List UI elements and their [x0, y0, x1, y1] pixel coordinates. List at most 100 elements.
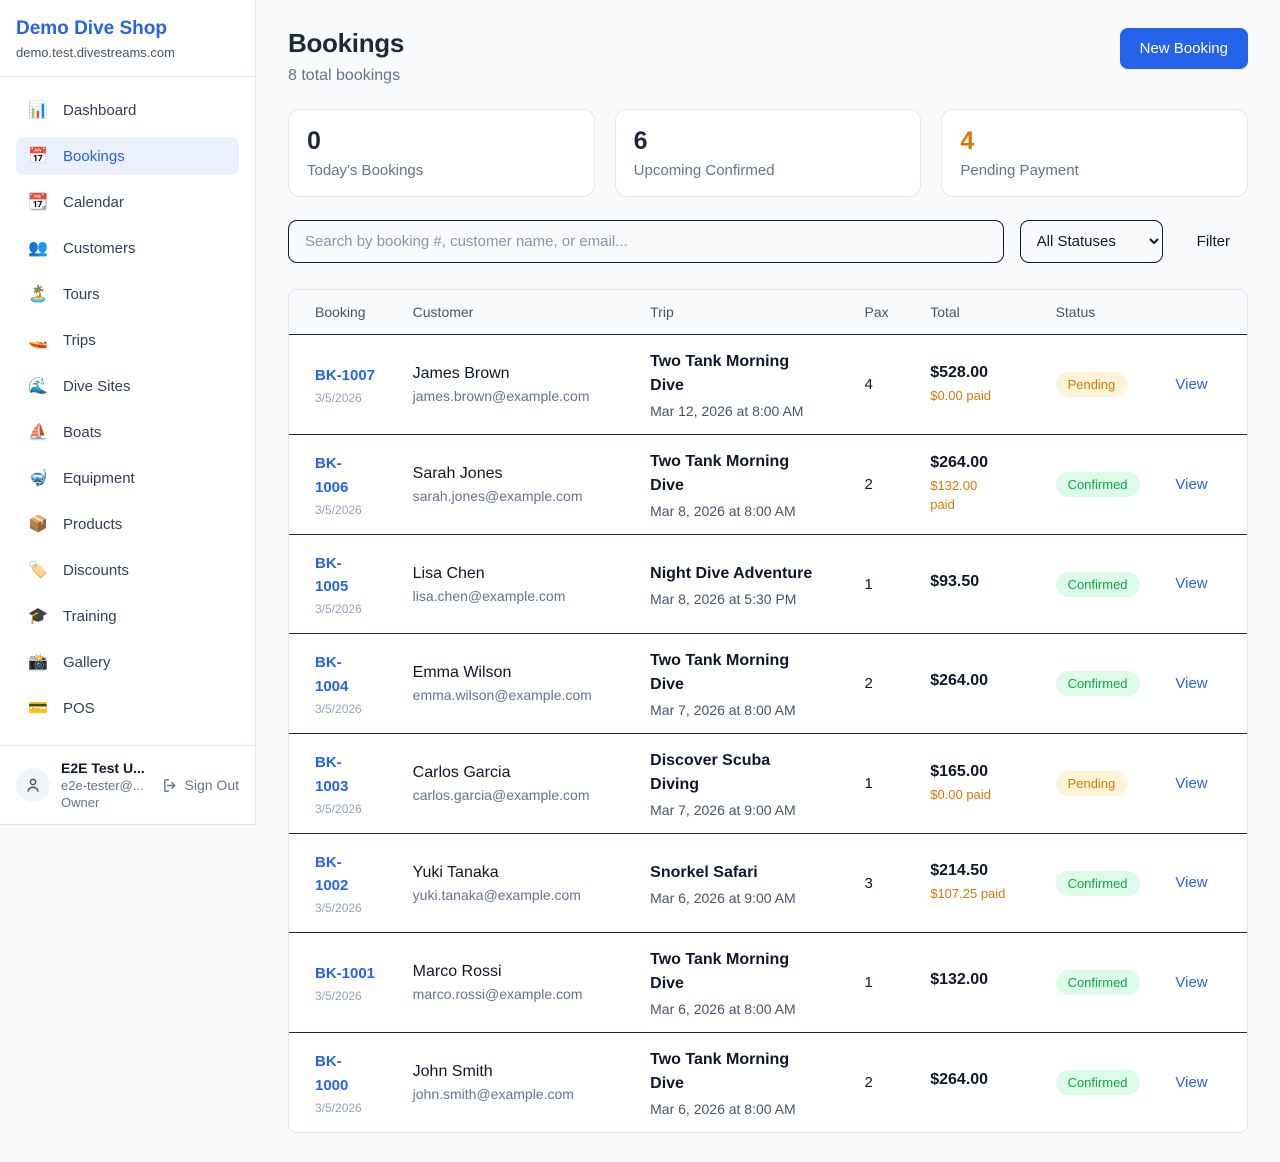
customer-email: sarah.jones@example.com: [412, 488, 583, 504]
column-header-customer: Customer: [400, 290, 639, 335]
booking-id-link[interactable]: BK-1001: [315, 964, 376, 982]
stat-value: 6: [633, 127, 648, 155]
pax-value: 1: [852, 733, 919, 834]
sidebar-item-bookings[interactable]: 📅 Bookings: [16, 137, 239, 175]
booking-id-link[interactable]: BK-1007: [315, 366, 376, 384]
booking-id-link[interactable]: BK- 1000: [315, 1053, 349, 1094]
filter-button[interactable]: Filter: [1179, 233, 1248, 250]
sidebar-item-tours[interactable]: 🏝️ Tours: [16, 275, 239, 313]
trip-datetime: Mar 8, 2026 at 5:30 PM: [650, 590, 797, 607]
trip-datetime: Mar 7, 2026 at 9:00 AM: [650, 802, 796, 818]
booking-id-link[interactable]: BK- 1002: [315, 853, 349, 894]
trip-datetime: Mar 6, 2026 at 8:00 AM: [650, 1101, 796, 1117]
column-header-trip: Trip: [638, 290, 853, 335]
logout-icon: [163, 778, 175, 792]
status-badge: Confirmed: [1055, 671, 1140, 696]
trip-name: Snorkel Safari: [650, 863, 758, 881]
sidebar-item-label: Equipment: [63, 469, 135, 487]
sidebar-item-calendar[interactable]: 📆 Calendar: [16, 183, 239, 221]
sidebar-item-pos[interactable]: 💳 POS: [16, 689, 239, 727]
status-select[interactable]: All Statuses: [1019, 220, 1163, 263]
total-amount: $264.00: [930, 454, 989, 472]
pax-value: 2: [852, 434, 919, 535]
customer-name: John Smith: [412, 1063, 493, 1080]
column-header-status: Status: [1043, 290, 1164, 335]
table-row: BK-1001 3/5/2026 Marco Rossi marco.rossi@e…: [289, 932, 1247, 1033]
trip-name: Discover Scuba Diving: [650, 752, 771, 793]
booking-date: 3/5/2026: [315, 901, 362, 916]
stat-card-todays-bookings: 0 Today's Bookings: [288, 109, 595, 197]
stat-label: Pending Payment: [960, 162, 1079, 179]
sidebar-item-label: Boats: [63, 423, 102, 441]
customer-email: emma.wilson@example.com: [412, 687, 592, 703]
booking-date: 3/5/2026: [315, 502, 362, 517]
trip-datetime: Mar 7, 2026 at 8:00 AM: [650, 702, 796, 718]
paid-amount: $0.00 paid: [930, 786, 991, 802]
view-link[interactable]: View: [1175, 1073, 1208, 1091]
table-row: BK- 1004 3/5/2026 Emma Wilson emma.wilson@…: [289, 633, 1247, 734]
user-name: E2E Test U...: [61, 760, 145, 776]
status-badge: Confirmed: [1055, 472, 1140, 497]
table-header-row: Booking Customer Trip Pax Total Status: [289, 290, 1247, 335]
status-badge: Pending: [1055, 372, 1128, 397]
camera-icon: 📸: [28, 654, 48, 671]
sidebar-item-boats[interactable]: ⛵ Boats: [16, 413, 239, 451]
user-footer: E2E Test U... e2e-tester@... Owner Sign …: [0, 745, 255, 824]
trip-name: Two Tank Morning Dive: [650, 951, 790, 992]
trip-name: Two Tank Morning Dive: [650, 353, 790, 394]
island-icon: 🏝️: [28, 286, 48, 303]
new-booking-button[interactable]: New Booking: [1119, 28, 1248, 69]
booking-id-link[interactable]: BK- 1006: [315, 455, 349, 496]
booking-date: 3/5/2026: [315, 701, 362, 716]
user-email: e2e-tester@...: [61, 778, 144, 793]
customer-name: Lisa Chen: [412, 564, 485, 582]
view-link[interactable]: View: [1175, 973, 1208, 991]
stat-value: 4: [960, 127, 975, 155]
view-link[interactable]: View: [1175, 575, 1208, 592]
sidebar-item-gallery[interactable]: 📸 Gallery: [16, 643, 239, 681]
total-amount: $214.50: [930, 862, 989, 880]
sidebar-item-equipment[interactable]: 🤿 Equipment: [16, 459, 239, 497]
trip-datetime: Mar 6, 2026 at 8:00 AM: [650, 1001, 796, 1017]
booking-id-link[interactable]: BK- 1004: [315, 654, 349, 695]
credit-card-icon: 💳: [28, 700, 48, 717]
trip-datetime: Mar 6, 2026 at 9:00 AM: [650, 889, 796, 906]
view-link[interactable]: View: [1175, 774, 1208, 792]
total-amount: $132.00: [930, 971, 989, 988]
sidebar-item-trips[interactable]: 🚤 Trips: [16, 321, 239, 359]
trip-datetime: Mar 12, 2026 at 8:00 AM: [650, 403, 804, 419]
trip-datetime: Mar 8, 2026 at 8:00 AM: [650, 503, 796, 519]
bookings-table-card: Booking Customer Trip Pax Total Status B…: [288, 289, 1248, 1133]
column-header-booking: Booking: [289, 290, 401, 335]
sidebar-item-dive-sites[interactable]: 🌊 Dive Sites: [16, 367, 239, 405]
customer-email: lisa.chen@example.com: [412, 587, 566, 604]
main-content: Bookings 8 total bookings New Booking 0 …: [256, 0, 1280, 1161]
view-link[interactable]: View: [1175, 475, 1208, 493]
search-input[interactable]: [288, 220, 1004, 263]
customer-email: john.smith@example.com: [412, 1086, 574, 1102]
pax-value: 2: [852, 633, 919, 734]
view-link[interactable]: View: [1175, 375, 1208, 393]
sidebar-item-products[interactable]: 📦 Products: [16, 505, 239, 543]
sidebar-item-dashboard[interactable]: 📊 Dashboard: [16, 91, 239, 129]
people-icon: 👥: [28, 240, 48, 257]
booking-id-link[interactable]: BK- 1003: [315, 754, 349, 795]
stat-value: 0: [307, 127, 321, 155]
pax-value: 2: [852, 1032, 919, 1132]
status-badge: Confirmed: [1055, 571, 1140, 597]
customer-name: James Brown: [412, 365, 510, 382]
package-icon: 📦: [28, 516, 48, 533]
pax-value: 3: [852, 833, 919, 933]
sidebar-item-discounts[interactable]: 🏷️ Discounts: [16, 551, 239, 589]
view-link[interactable]: View: [1175, 674, 1208, 692]
booking-id-link[interactable]: BK- 1005: [315, 554, 349, 595]
trip-name: Two Tank Morning Dive: [650, 1051, 790, 1092]
sidebar-item-customers[interactable]: 👥 Customers: [16, 229, 239, 267]
sidebar-item-label: Dashboard: [63, 101, 137, 119]
column-header-total: Total: [918, 290, 1044, 335]
view-link[interactable]: View: [1175, 874, 1208, 891]
sidebar-item-training[interactable]: 🎓 Training: [16, 597, 239, 635]
status-badge: Confirmed: [1055, 970, 1140, 995]
booking-date: 3/5/2026: [315, 602, 362, 617]
sign-out-button[interactable]: Sign Out: [162, 777, 239, 794]
